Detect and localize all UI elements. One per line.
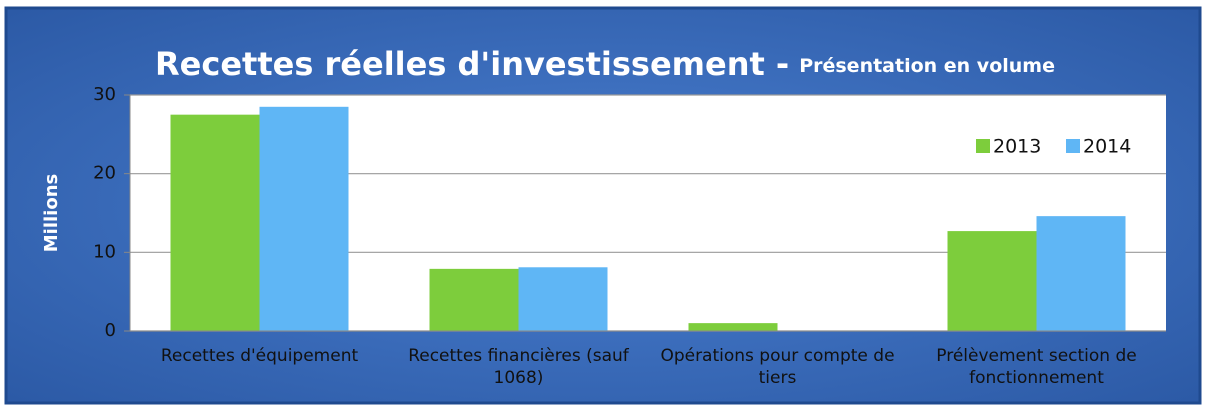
x-tick-label: Opérations pour compte de tiers xyxy=(660,346,895,388)
legend-swatch xyxy=(1066,139,1080,153)
chart-title: Recettes réelles d'investissement - xyxy=(155,45,789,83)
bar xyxy=(518,267,608,331)
chart-subtitle: Présentation en volume xyxy=(799,55,1055,77)
bar xyxy=(429,268,519,331)
title-group: Recettes réelles d'investissement - Prése… xyxy=(155,45,1055,83)
y-tick-label: 10 xyxy=(93,241,116,262)
y-tick-label: 0 xyxy=(105,320,116,341)
x-tick-label: Recettes financières (sauf 1068) xyxy=(408,346,629,388)
bar xyxy=(688,323,778,331)
bar xyxy=(259,106,349,331)
legend-label: 2014 xyxy=(1083,136,1131,158)
x-tick-label: Prélèvement section de fonctionnement xyxy=(936,346,1137,388)
bar xyxy=(170,114,260,332)
x-tick-label: Recettes d'équipement xyxy=(160,346,359,366)
bar xyxy=(1036,216,1126,331)
legend-label: 2013 xyxy=(993,136,1041,158)
y-axis-label: Millions xyxy=(41,174,62,253)
bar xyxy=(947,231,1037,331)
y-tick-label: 30 xyxy=(93,84,116,105)
y-tick-label: 20 xyxy=(93,163,116,184)
legend-swatch xyxy=(976,139,990,153)
